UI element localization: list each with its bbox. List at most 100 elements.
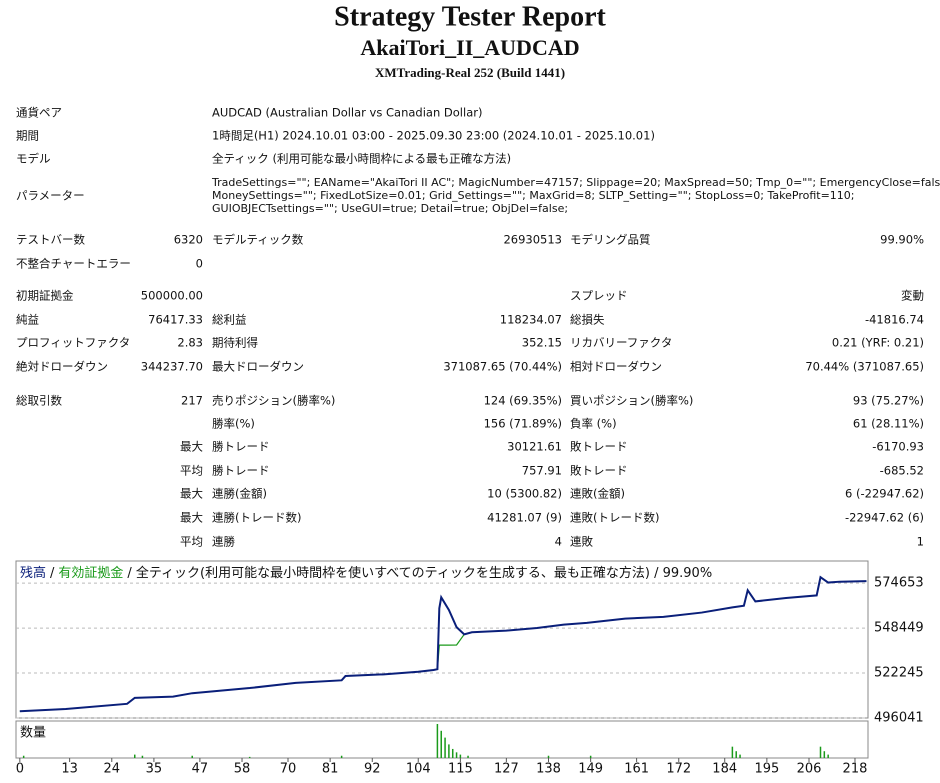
x-tick-label: 13	[61, 762, 78, 777]
cell-label: パラメーター	[16, 189, 85, 203]
cell-label2: 最大ドローダウン	[212, 360, 304, 374]
cell-label3: モデリング品質	[570, 233, 651, 247]
subtitle: AkaiTori_II_AUDCAD	[360, 35, 579, 60]
legend-item: 残高	[20, 565, 46, 581]
x-tick-label: 47	[192, 762, 209, 777]
legend-item: /	[127, 566, 132, 581]
cell-info: 全ティック (利用可能な最小時間枠による最も正確な方法)	[212, 152, 511, 166]
cell-info: AUDCAD (Australian Dollar vs Canadian Do…	[212, 106, 482, 120]
cell-label2: 連勝	[212, 535, 235, 549]
cell-label3: スプレッド	[570, 289, 628, 303]
cell-value3: -22947.62 (6)	[845, 511, 924, 525]
cell-label: 純益	[16, 313, 39, 327]
x-tick-label: 218	[843, 762, 868, 777]
cell-value3: -41816.74	[865, 313, 924, 327]
cell-label2: 勝率(%)	[212, 417, 255, 431]
cell-label2: 勝トレード	[212, 440, 270, 454]
x-tick-label: 161	[624, 762, 649, 777]
cell-label3: 相対ドローダウン	[570, 360, 662, 374]
cell-info: 1時間足(H1) 2024.10.01 03:00 - 2025.09.30 2…	[212, 129, 655, 143]
cell-value: 0	[196, 257, 203, 271]
cell-value2: 757.91	[522, 464, 562, 478]
cell-value: 平均	[180, 464, 203, 478]
cell-value2: 30121.61	[507, 440, 562, 454]
cell-label2: 連勝(金額)	[212, 487, 267, 501]
x-tick-label: 138	[536, 762, 561, 777]
cell-value: 最大	[180, 440, 203, 454]
cell-label: テストバー数	[16, 233, 85, 247]
cell-value3: -6170.93	[872, 440, 924, 454]
chart-pane	[15, 560, 869, 719]
cell-value2: 352.15	[522, 336, 562, 350]
cell-value: 76417.33	[148, 313, 203, 327]
volume-label: 数量	[20, 726, 46, 741]
cell-label2: 連勝(トレード数)	[212, 511, 301, 525]
cell-label: 期間	[16, 129, 39, 143]
legend-item: /	[50, 566, 55, 581]
x-tick-label: 70	[280, 762, 297, 777]
x-tick-label: 115	[448, 762, 473, 777]
parameter-line: GUIOBJECTsettings=""; UseGUI=true; Detai…	[212, 202, 568, 215]
y-tick-label: 522245	[874, 666, 924, 681]
cell-label3: 連敗	[570, 535, 593, 549]
x-tick-label: 206	[797, 762, 822, 777]
cell-value2: 26930513	[503, 233, 562, 247]
cell-value3: 70.44% (371087.65)	[805, 360, 924, 374]
cell-value2: 41281.07 (9)	[487, 511, 562, 525]
cell-label2: モデルティック数	[212, 233, 304, 247]
cell-value: 217	[181, 394, 203, 408]
cell-label: プロフィットファクタ	[16, 336, 130, 350]
cell-value2: 4	[555, 535, 562, 549]
cell-value: 500000.00	[141, 289, 203, 303]
y-tick-label: 496041	[874, 711, 924, 726]
cell-value: 最大	[180, 487, 203, 501]
cell-value: 平均	[180, 535, 203, 549]
parameter-line: MoneySettings=""; FixedLotSize=0.01; Gri…	[212, 189, 855, 202]
legend-item: 全ティック(利用可能な最小時間枠を使いすべてのティックを生成する、最も正確な方法…	[136, 565, 712, 581]
cell-label: 初期証拠金	[16, 289, 74, 303]
volume-pane	[15, 720, 869, 759]
cell-label3: 連敗(金額)	[570, 487, 625, 501]
cell-label2: 総利益	[212, 313, 247, 327]
cell-value3: 1	[917, 535, 924, 549]
x-tick-label: 195	[754, 762, 779, 777]
cell-value2: 124 (69.35%)	[484, 394, 562, 408]
x-tick-label: 81	[322, 762, 339, 777]
series-line	[19, 575, 867, 713]
x-tick-label: 24	[103, 762, 120, 777]
legend-item: 有効証拠金	[58, 565, 123, 581]
cell-value3: 変動	[901, 289, 924, 303]
x-tick-label: 0	[16, 762, 24, 777]
cell-label3: 連敗(トレード数)	[570, 511, 659, 525]
cell-label2: 売りポジション(勝率%)	[212, 394, 335, 408]
cell-value3: 0.21 (YRF: 0.21)	[832, 336, 924, 350]
cell-label: 不整合チャートエラー	[16, 257, 131, 271]
cell-value3: 93 (75.27%)	[853, 394, 924, 408]
x-tick-label: 104	[406, 762, 431, 777]
x-tick-label: 35	[146, 762, 163, 777]
x-tick-label: 127	[494, 762, 519, 777]
cell-value2: 10 (5300.82)	[487, 487, 562, 501]
y-tick-label: 574653	[874, 576, 924, 591]
x-tick-label: 149	[578, 762, 603, 777]
cell-value3: 61 (28.11%)	[853, 417, 924, 431]
cell-value: 最大	[180, 511, 203, 525]
cell-label3: リカバリーファクタ	[570, 336, 672, 350]
cell-label3: 総損失	[570, 313, 605, 327]
cell-label: 絶対ドローダウン	[16, 360, 108, 374]
cell-value: 344237.70	[141, 360, 203, 374]
x-tick-label: 172	[666, 762, 691, 777]
y-tick-label: 548449	[874, 621, 924, 636]
x-tick-label: 58	[234, 762, 251, 777]
cell-label: モデル	[16, 152, 51, 166]
x-tick-label: 92	[364, 762, 381, 777]
cell-label2: 期待利得	[212, 336, 258, 350]
cell-label: 通貨ペア	[16, 106, 62, 120]
cell-label3: 負率 (%)	[570, 417, 617, 431]
cell-label2: 勝トレード	[212, 464, 270, 478]
cell-value: 2.83	[177, 336, 203, 350]
cell-label3: 敗トレード	[570, 464, 628, 478]
cell-value3: 6 (-22947.62)	[845, 487, 924, 501]
